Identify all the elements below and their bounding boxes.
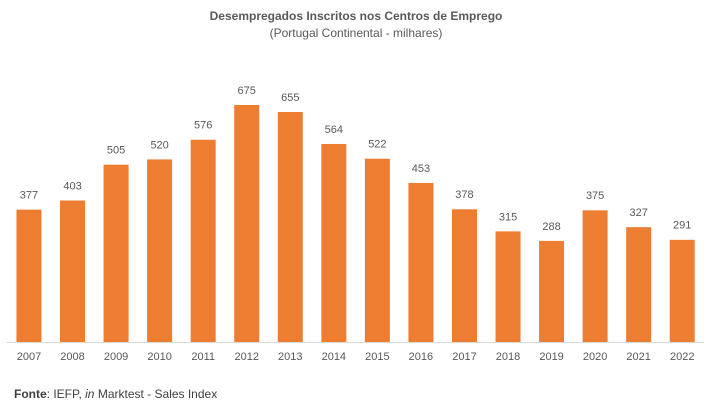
x-tick-label: 2011 <box>191 351 215 363</box>
data-label: 315 <box>499 211 517 223</box>
x-tick-label: 2014 <box>322 351 346 363</box>
bar <box>408 182 434 342</box>
bar <box>277 112 303 343</box>
bar <box>234 105 260 342</box>
data-label: 564 <box>325 124 343 136</box>
data-label: 675 <box>238 85 256 97</box>
x-tick-label: 2009 <box>104 351 128 363</box>
bar <box>451 209 477 342</box>
bar <box>16 209 42 342</box>
x-tick-label: 2013 <box>278 351 302 363</box>
x-tick-label: 2010 <box>147 351 171 363</box>
bar <box>103 164 129 342</box>
bar <box>364 158 390 342</box>
source-text: Marktest - Sales Index <box>94 387 217 401</box>
data-label: 655 <box>281 92 299 104</box>
x-tick-label: 2021 <box>626 351 650 363</box>
bar <box>582 210 608 342</box>
x-tick-label: 2007 <box>17 351 41 363</box>
x-tick-label: 2018 <box>496 351 520 363</box>
chart-subtitle: (Portugal Continental - milhares) <box>270 26 443 40</box>
source-text: : IEFP, <box>47 387 85 401</box>
x-tick-label: 2015 <box>365 351 389 363</box>
data-label: 327 <box>629 207 647 219</box>
source: Fonte: IEFP, in Marktest - Sales Index <box>14 387 217 401</box>
data-label: 522 <box>368 139 386 151</box>
data-label: 453 <box>412 163 430 175</box>
x-tick-label: 2017 <box>452 351 476 363</box>
data-label: 378 <box>455 189 473 201</box>
source-italic: in <box>85 387 95 401</box>
data-label: 576 <box>194 120 212 132</box>
x-tick-label: 2016 <box>409 351 433 363</box>
data-label: 288 <box>542 221 560 233</box>
bar <box>669 239 695 342</box>
data-label: 520 <box>150 139 168 151</box>
bar <box>626 227 652 342</box>
bar <box>321 143 347 342</box>
data-label: 403 <box>63 180 81 192</box>
x-tick-label: 2019 <box>539 351 563 363</box>
data-label: 377 <box>20 190 38 202</box>
bar <box>60 200 86 342</box>
data-label: 505 <box>107 145 125 157</box>
source-label: Fonte <box>14 387 47 401</box>
x-tick-label: 2008 <box>60 351 84 363</box>
x-tick-label: 2012 <box>234 351 258 363</box>
bar <box>190 139 216 342</box>
x-tick-label: 2020 <box>583 351 607 363</box>
bar <box>147 159 173 342</box>
data-label: 291 <box>673 220 691 232</box>
bar <box>495 231 521 342</box>
chart-title: Desempregados Inscritos nos Centros de E… <box>210 9 503 23</box>
bar <box>539 240 565 342</box>
x-tick-label: 2022 <box>670 351 694 363</box>
data-label: 375 <box>586 190 604 202</box>
